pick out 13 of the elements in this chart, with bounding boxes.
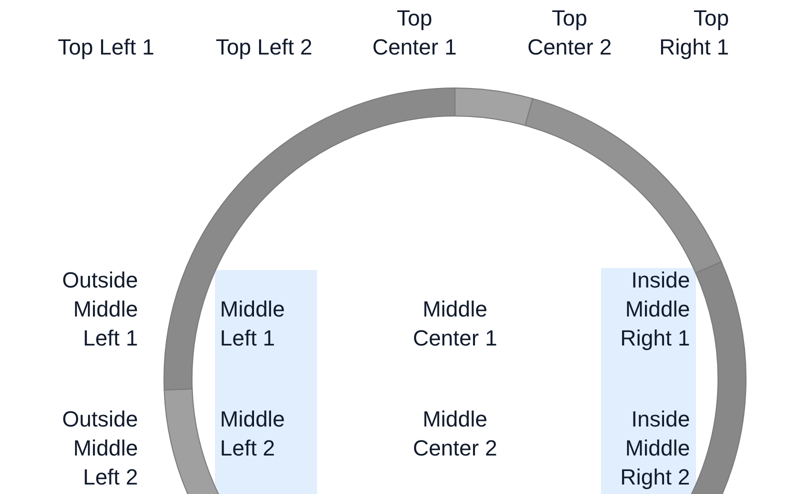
text: Outside Middle Left 2 (62, 406, 138, 490)
text: Middle Center 1 (412, 296, 498, 351)
text: Top Right 1 (659, 6, 729, 60)
text: Top Center 1 (372, 6, 457, 60)
text: Middle Left 2 (220, 406, 285, 461)
text: Outside Middle Left 1 (62, 268, 138, 351)
text: Middle Center 2 (412, 406, 498, 461)
text: Middle Left 1 (220, 296, 285, 351)
text: Top Center 2 (527, 6, 612, 60)
text: Top Left 1 (58, 34, 154, 60)
text: Top Left 2 (216, 34, 312, 60)
text: Inside Middle Right 2 (620, 406, 690, 490)
text: Inside Middle Right 1 (620, 268, 690, 351)
